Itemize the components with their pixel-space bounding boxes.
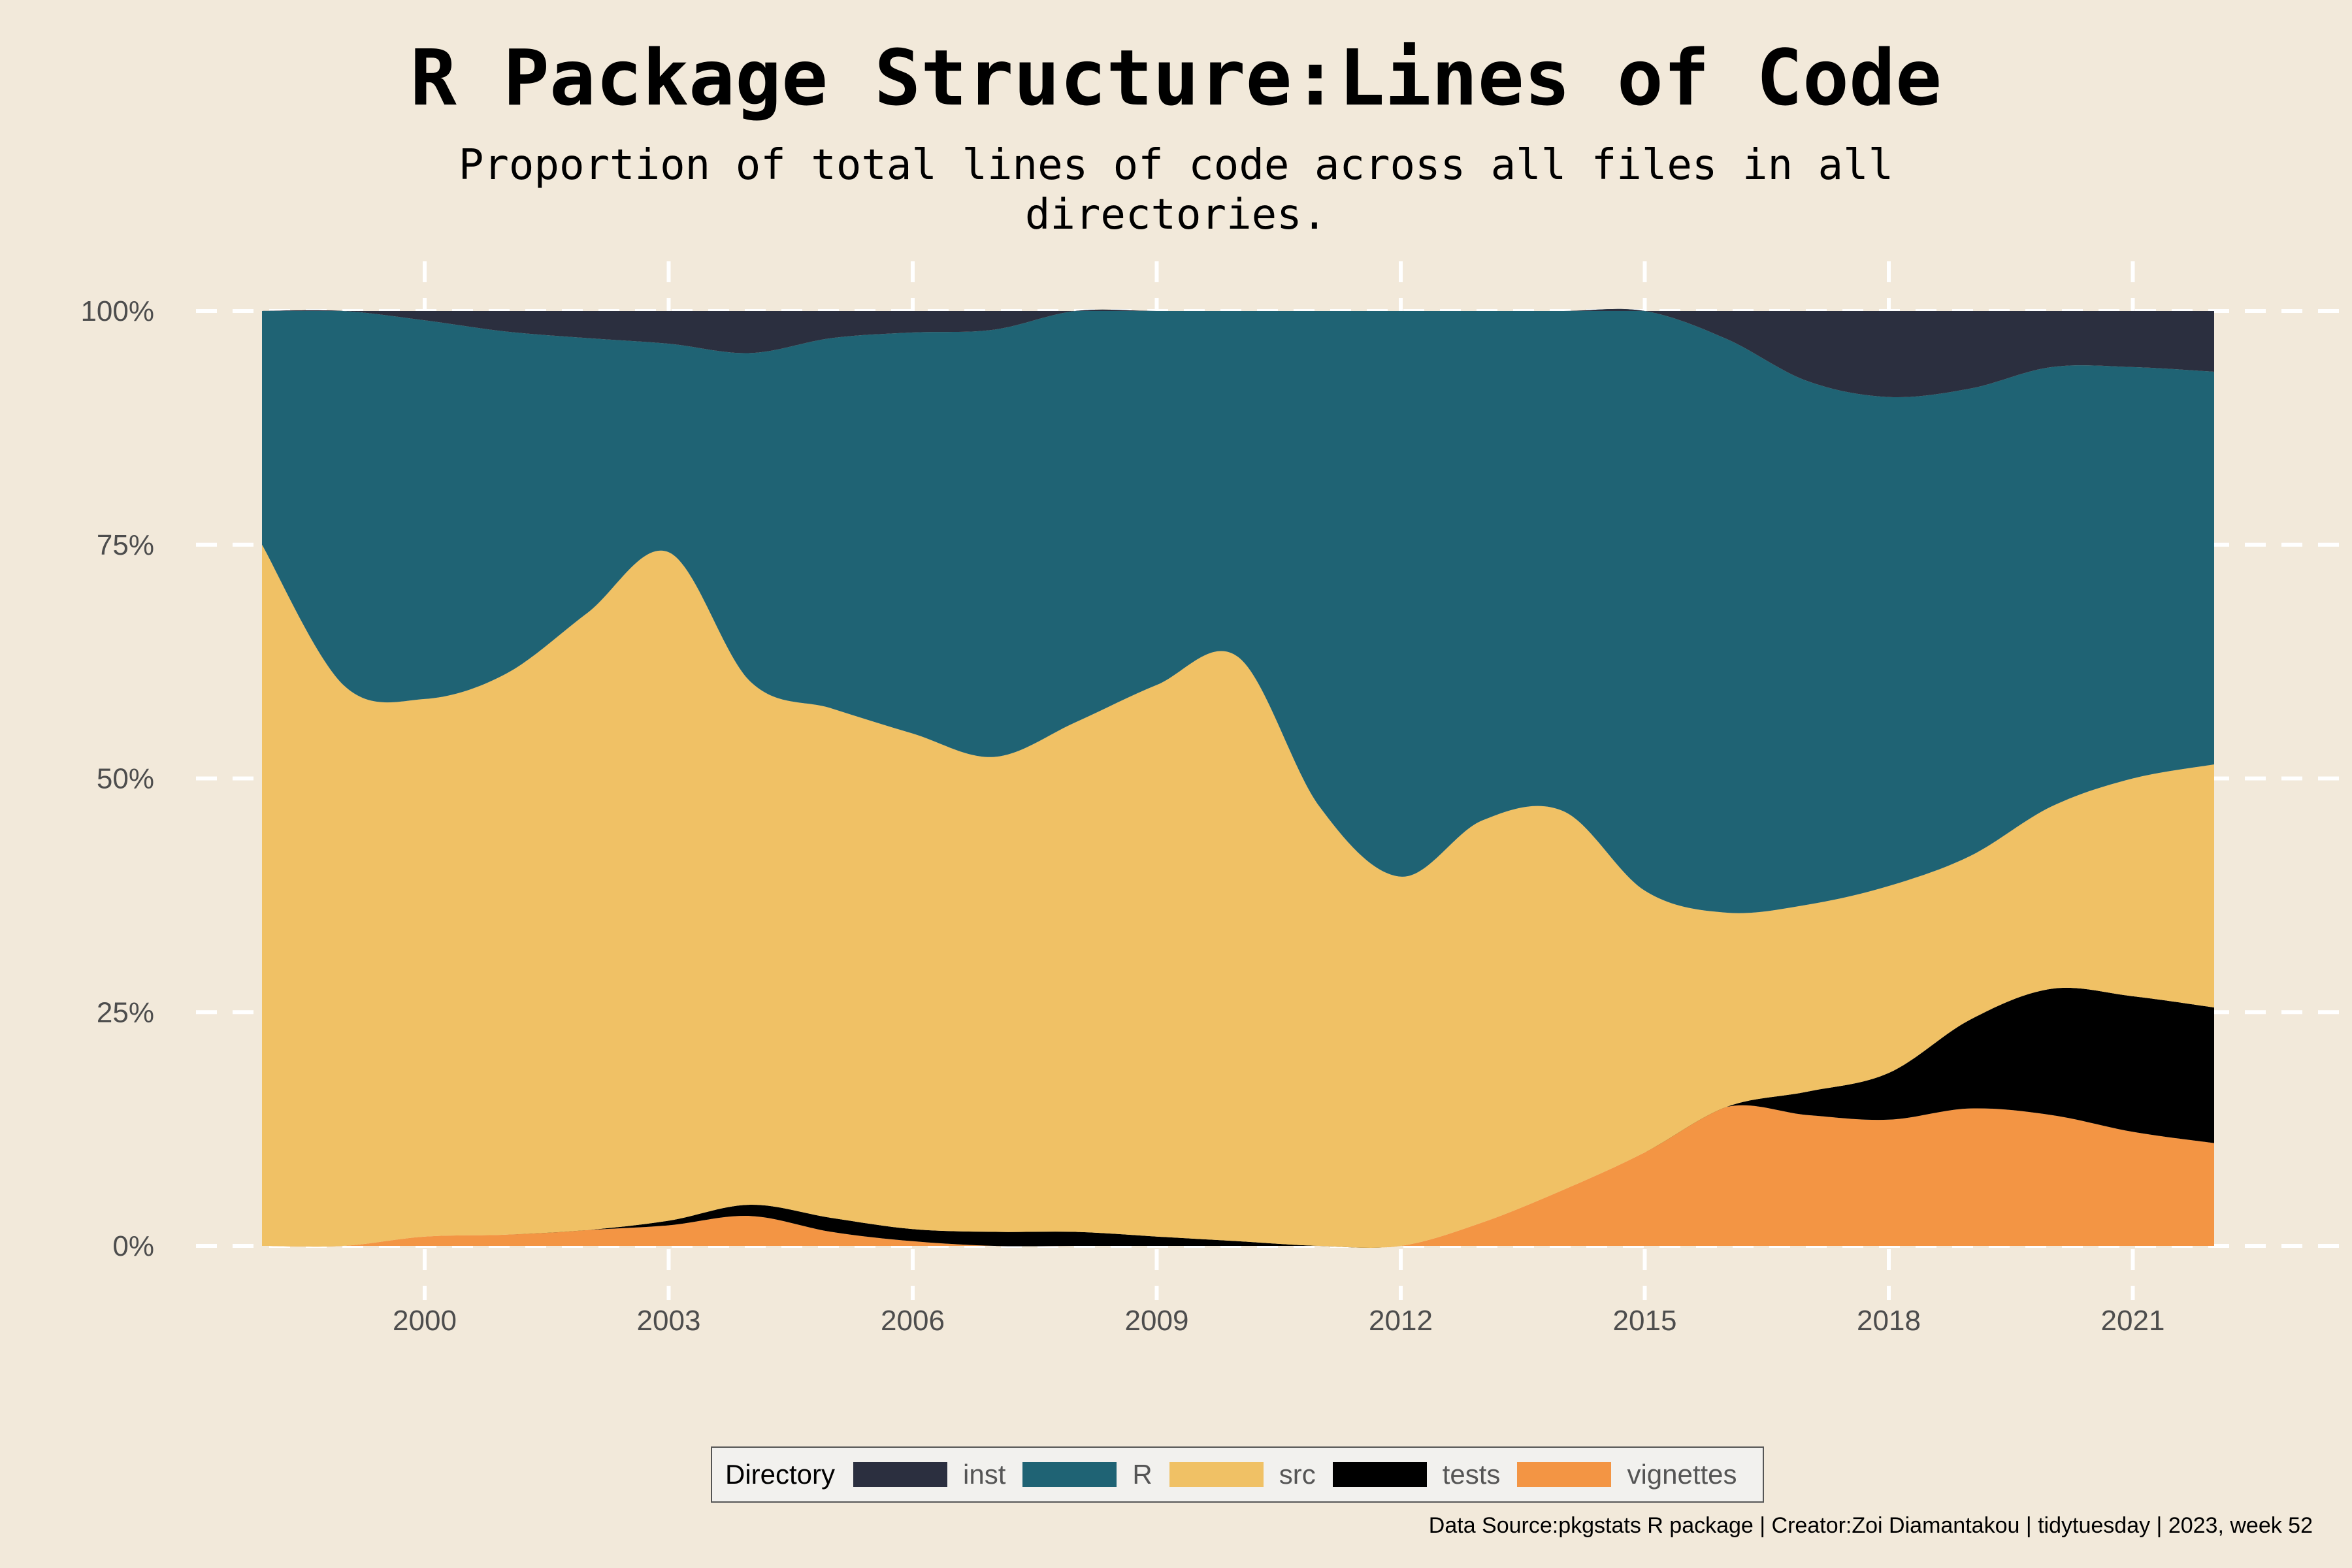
y-tick-label-3: 75% — [97, 529, 154, 561]
x-tick-label-2006: 2006 — [881, 1305, 945, 1337]
legend-label-vignettes: vignettes — [1627, 1459, 1737, 1490]
chart-title: R Package Structure:Lines of Code — [410, 33, 1942, 123]
legend-label-r: R — [1132, 1459, 1152, 1490]
legend: Directory inst R src tests vignettes — [711, 1446, 1764, 1503]
x-tick-label-2009: 2009 — [1125, 1305, 1189, 1337]
y-tick-label-4: 100% — [80, 295, 154, 327]
legend-label-inst: inst — [963, 1459, 1006, 1490]
legend-key-inst — [853, 1462, 948, 1487]
y-axis-tick-labels: 0% 25% 50% 75% 100% — [80, 295, 154, 1262]
area-inst — [262, 308, 2214, 398]
area-src — [262, 544, 2214, 1248]
area-tests — [262, 987, 2214, 1248]
legend-item-vignettes: vignettes — [1517, 1459, 1737, 1490]
chart-subtitle: Proportion of total lines of code across… — [458, 141, 1894, 239]
x-tick-label-2021: 2021 — [2101, 1305, 2165, 1337]
stacked-area-chart: 0% 25% 50% 75% 100% 2000 2003 2006 2009 2012 2015… — [80, 261, 2352, 1337]
legend-label-src: src — [1279, 1459, 1316, 1490]
x-tick-label-2003: 2003 — [637, 1305, 701, 1337]
legend-title: Directory — [725, 1459, 836, 1490]
x-tick-label-2012: 2012 — [1369, 1305, 1433, 1337]
legend-key-src — [1169, 1462, 1264, 1487]
caption: Data Source:pkgstats R package | Creator… — [1428, 1513, 2313, 1538]
x-axis-tick-labels: 2000 2003 2006 2009 2012 2015 2018 2021 — [393, 1305, 2164, 1337]
y-tick-label-2: 50% — [97, 763, 154, 795]
x-tick-label-2018: 2018 — [1857, 1305, 1921, 1337]
area-layers — [262, 308, 2214, 1248]
area-r — [262, 308, 2214, 913]
y-tick-label-0: 0% — [112, 1230, 154, 1262]
legend-key-r — [1022, 1462, 1117, 1487]
y-tick-label-1: 25% — [97, 996, 154, 1028]
legend-key-vignettes — [1517, 1462, 1612, 1487]
legend-item-src: src — [1169, 1459, 1316, 1490]
legend-item-inst: inst — [853, 1459, 1005, 1490]
legend-item-tests: tests — [1332, 1459, 1501, 1490]
area-vignettes — [262, 1105, 2214, 1248]
legend-label-tests: tests — [1442, 1459, 1501, 1490]
legend-key-tests — [1332, 1462, 1427, 1487]
x-tick-label-2015: 2015 — [1613, 1305, 1677, 1337]
x-tick-label-2000: 2000 — [393, 1305, 457, 1337]
legend-item-r: R — [1022, 1459, 1152, 1490]
